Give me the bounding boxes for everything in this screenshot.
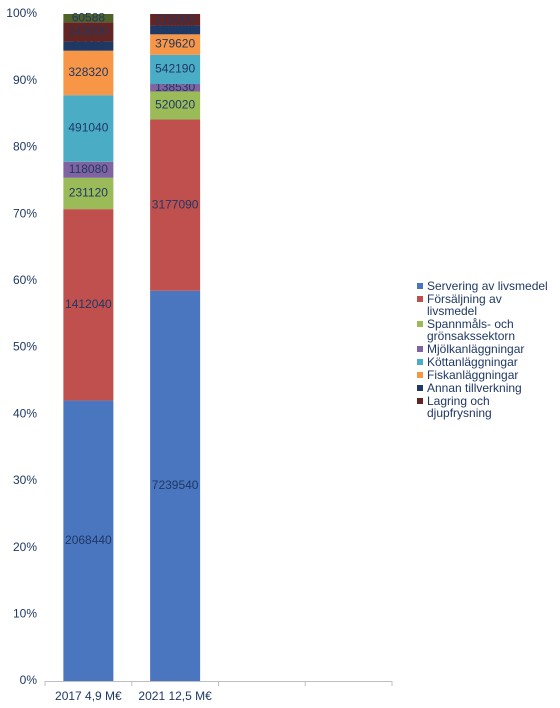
bar-segment: [63, 22, 114, 42]
bar-segment: [150, 25, 201, 35]
value-label: 231120: [69, 186, 108, 200]
legend-label: Köttanläggningar: [427, 355, 518, 369]
value-label: 7239540: [152, 478, 199, 492]
bar-segment: [150, 290, 201, 681]
legend-swatch: [417, 359, 423, 365]
bar-segment: [150, 34, 201, 55]
bar-segment: [63, 14, 114, 23]
y-tick-label: 60%: [13, 273, 37, 287]
legend-label: Servering av livsmedel: [427, 279, 548, 293]
value-label: 379620: [155, 37, 195, 51]
legend-swatch: [417, 398, 423, 404]
legend-label: Mjölkanläggningar: [427, 342, 525, 356]
value-label: 542190: [155, 62, 195, 76]
bar-segment: [63, 50, 114, 96]
legend-item: Fiskanläggningar: [415, 369, 550, 381]
legend-item: Spannmåls- och grönsakssektorn: [415, 318, 550, 342]
legend-swatch: [417, 372, 423, 378]
y-tick-label: 90%: [13, 73, 37, 87]
value-label: 328320: [68, 65, 108, 79]
value-label: 67080: [72, 38, 106, 52]
bar-segment: [63, 177, 114, 210]
value-label: 520020: [155, 98, 195, 112]
legend-label: Fiskanläggningar: [427, 368, 519, 382]
y-tick-label: 20%: [13, 540, 37, 554]
legend-item: Köttanläggningar: [415, 356, 550, 368]
bar-segment: [63, 209, 114, 401]
legend-swatch: [417, 296, 423, 302]
value-label: 1412040: [65, 297, 112, 311]
bar-segment: [63, 41, 114, 51]
y-tick-label: 30%: [13, 473, 37, 487]
legend-swatch: [417, 321, 423, 327]
legend-label: Försäljning av livsmedel: [427, 292, 502, 318]
legend-label: Annan tillverkning: [427, 381, 522, 395]
bar-segment: [150, 119, 201, 291]
legend-item: Lagring och djupfrysning: [415, 395, 550, 419]
legend-item: Mjölkanläggningar: [415, 343, 550, 355]
bar-segment: [63, 95, 114, 162]
x-tick-label: 2017 4,9 M€: [55, 689, 122, 703]
bar-segment: [63, 161, 114, 178]
legend-label: Spannmåls- och grönsakssektorn: [427, 317, 516, 343]
bar-segment: [150, 84, 201, 92]
y-tick-label: 70%: [13, 206, 37, 220]
value-label: 162260: [155, 22, 195, 36]
legend-item: Försäljning av livsmedel: [415, 293, 550, 317]
legend-label: Lagring och djupfrysning: [427, 394, 492, 420]
y-tick-label: 50%: [13, 340, 37, 354]
legend-swatch: [417, 283, 423, 289]
bar-segment: [150, 54, 201, 85]
value-label: 118080: [69, 162, 108, 176]
y-tick-label: 80%: [13, 140, 37, 154]
legend-swatch: [417, 346, 423, 352]
legend-item: Annan tillverkning: [415, 382, 550, 394]
value-label: 215000: [155, 12, 195, 26]
x-tick-label: 2021 12,5 M€: [138, 689, 212, 703]
bar-segment: [150, 14, 201, 26]
value-label: 2068440: [65, 533, 112, 547]
bar-segment: [63, 400, 114, 681]
value-label: 143000: [68, 24, 108, 38]
legend-item: Servering av livsmedel: [415, 280, 550, 292]
y-tick-label: 40%: [13, 406, 37, 420]
y-tick-label: 10%: [13, 606, 37, 620]
legend-swatch: [417, 385, 423, 391]
y-tick-label: 100%: [6, 6, 37, 20]
bar-segment: [150, 91, 201, 120]
legend: Servering av livsmedel Försäljning av liv…: [415, 280, 550, 420]
value-label: 3177090: [152, 197, 199, 211]
value-label: 60588: [72, 10, 106, 24]
y-tick-label: 0%: [20, 673, 38, 687]
value-label: 491040: [68, 121, 108, 135]
